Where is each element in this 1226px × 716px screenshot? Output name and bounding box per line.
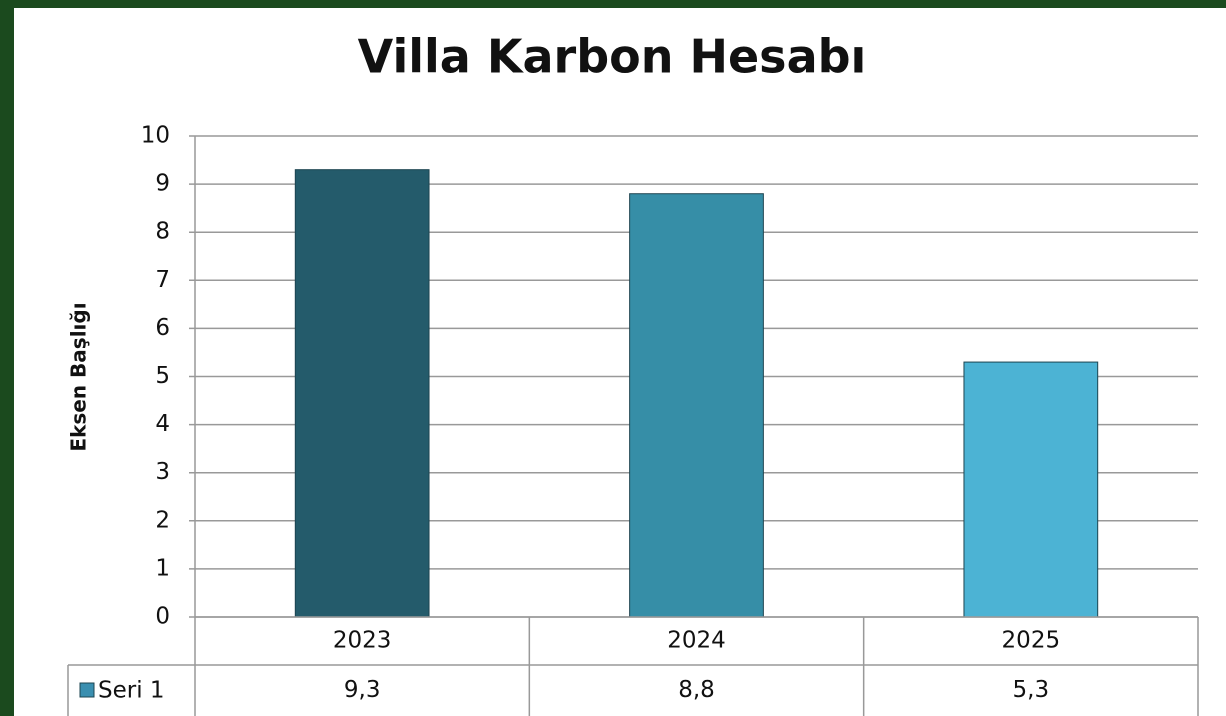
y-tick-label: 4 [155,411,170,437]
y-tick-label: 3 [155,459,170,485]
bar [294,169,430,618]
y-tick-label: 10 [141,123,170,149]
y-tick-label: 5 [155,363,170,389]
y-axis-title: Eksen Başlığı [67,302,91,451]
y-tick-label: 1 [155,555,170,581]
table-value: 5,3 [1013,677,1050,703]
bar [629,193,764,618]
x-tick-label: 2023 [333,628,392,654]
y-tick-label: 2 [155,507,170,533]
y-tick-label: 0 [155,604,170,630]
y-tick-label: 9 [155,171,170,197]
legend-swatch [79,682,95,698]
x-tick-label: 2025 [1002,628,1061,654]
table-value: 9,3 [344,677,381,703]
table-value: 8,8 [678,677,715,703]
y-tick-label: 7 [155,267,170,293]
x-tick-label: 2024 [667,628,726,654]
y-tick-label: 6 [155,315,170,341]
legend-label: Seri 1 [98,678,165,704]
bar [963,361,1099,618]
y-tick-label: 8 [155,219,170,245]
chart-title: Villa Karbon Hesabı [358,30,867,84]
